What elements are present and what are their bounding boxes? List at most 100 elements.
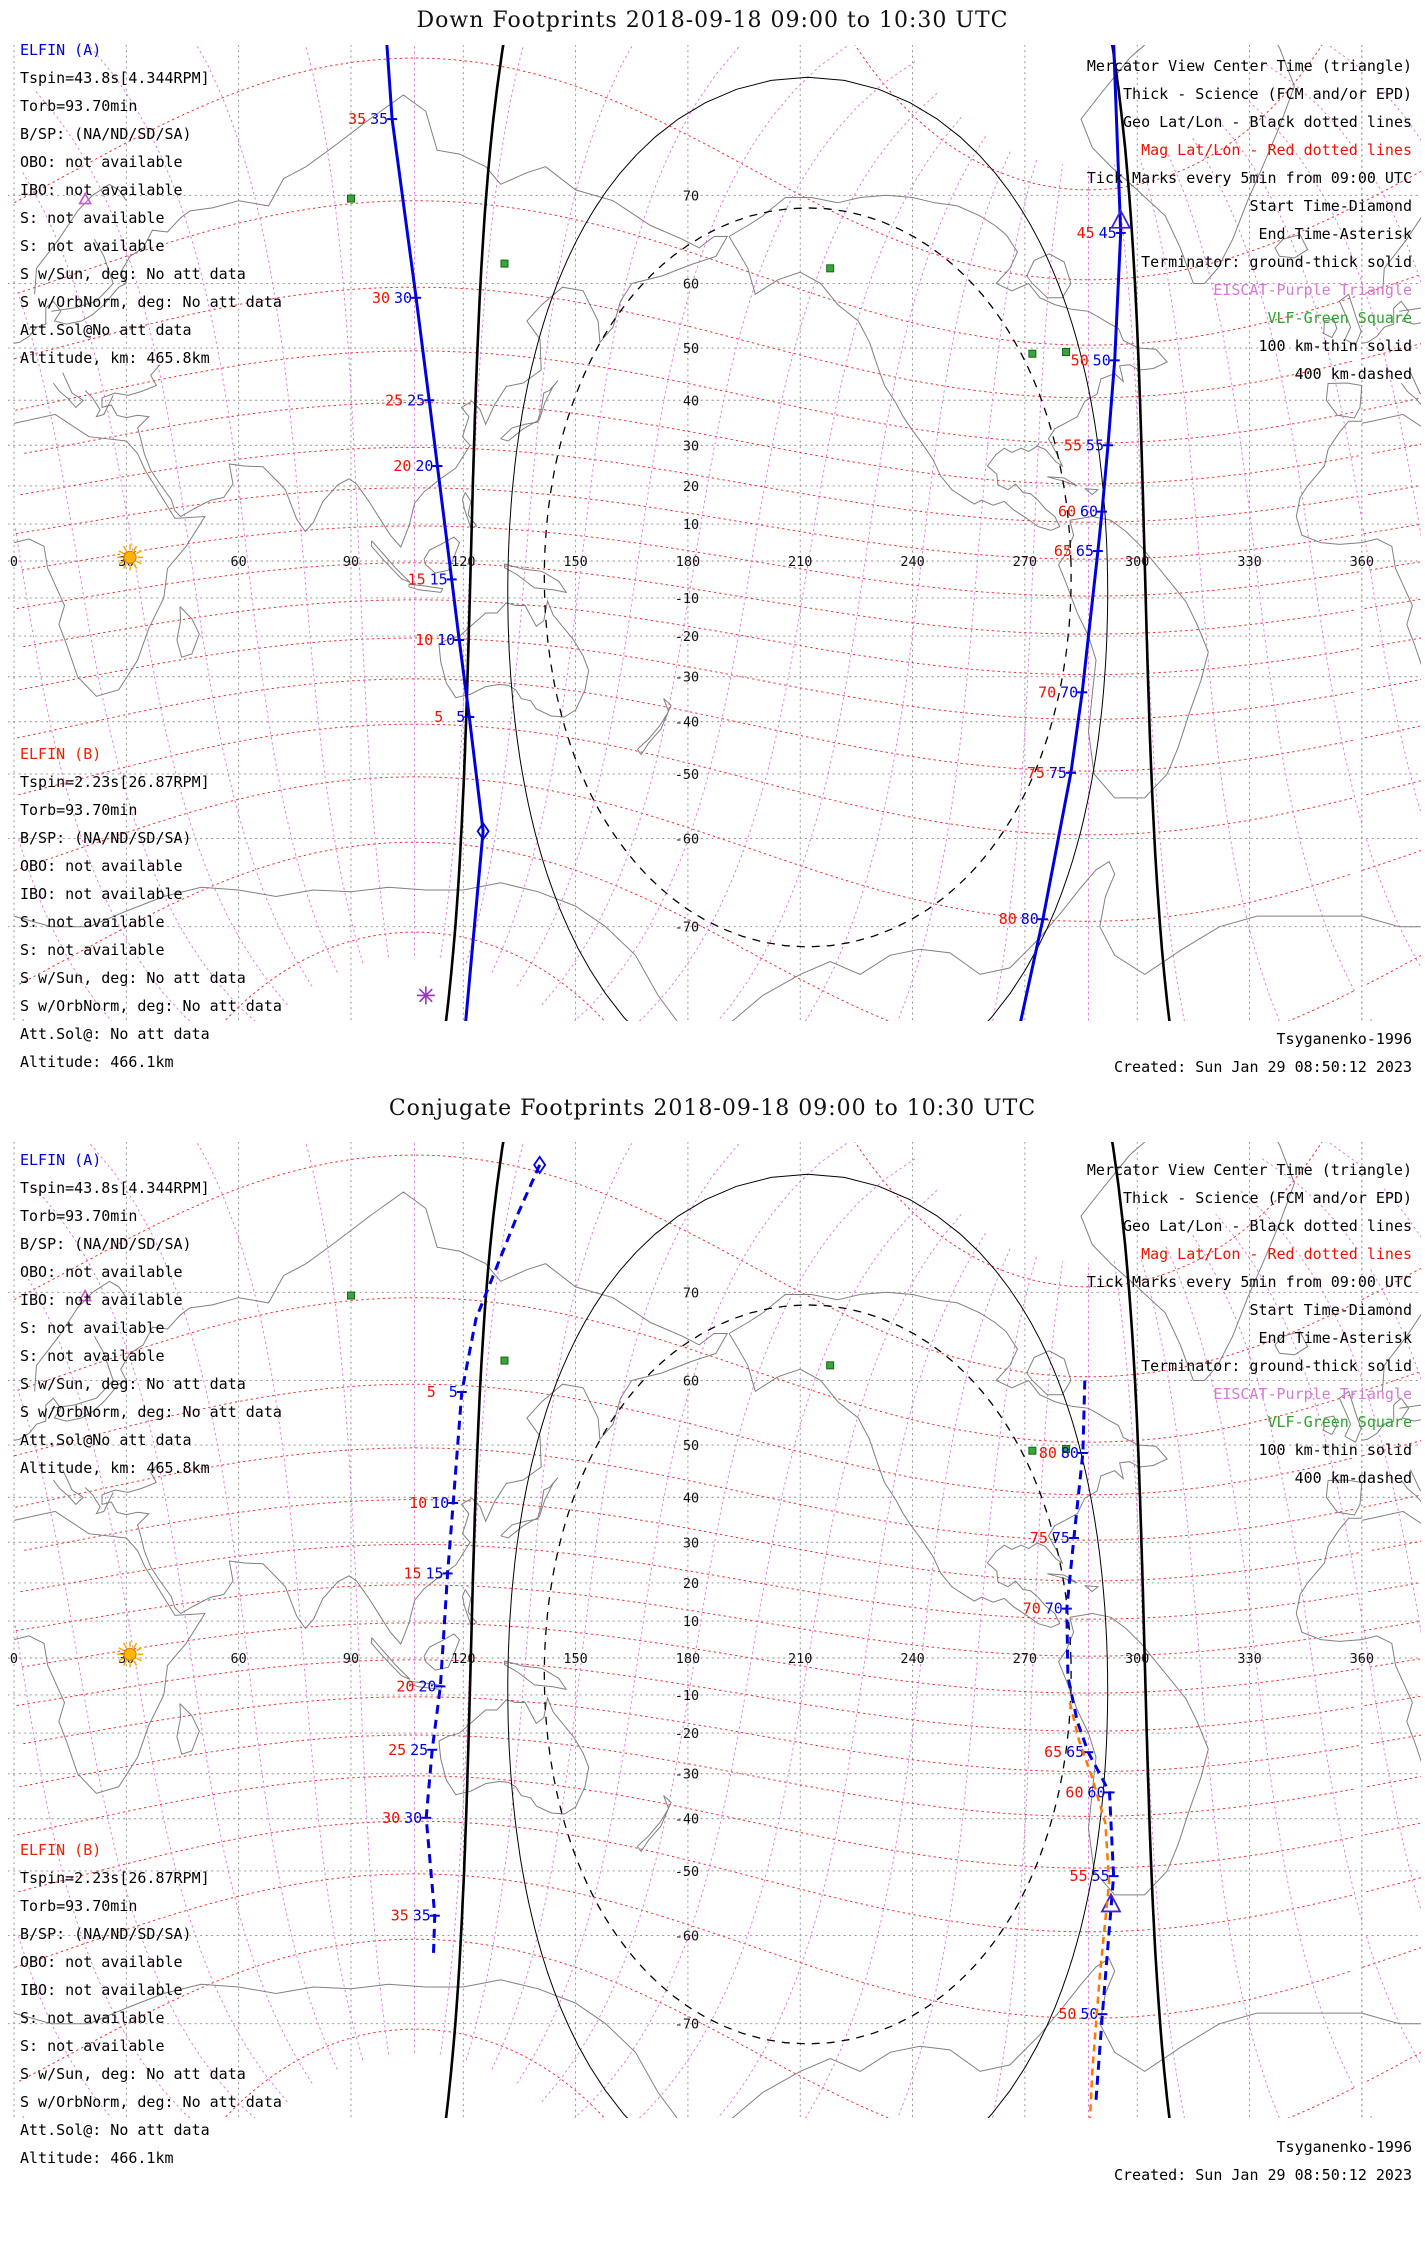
elfin-a-info-down: ELFIN (A) Tspin=43.8s[4.344RPM] Torb=93.70… — [20, 36, 282, 372]
minute-tick-label-b: 15 — [430, 570, 448, 588]
sun-icon — [117, 544, 144, 571]
lat-label: -40 — [675, 1812, 699, 1828]
lat-label: -30 — [675, 670, 699, 686]
legend-conjugate-line-9: VLF-Green Square — [1267, 1413, 1413, 1431]
legend-down-line-3: Mag Lat/Lon - Red dotted lines — [1141, 141, 1412, 159]
legend-conjugate-line-1: Thick - Science (FCM and/or EPD) — [1123, 1189, 1412, 1207]
elfin-b-info-conjugate: ELFIN (B) Tspin=2.23s[26.87RPM] Torb=93.70… — [20, 1836, 282, 2172]
legend-conjugate-line-10: 100 km-thin solid — [1258, 1441, 1412, 1459]
minute-tick-label-a: 65 — [1044, 1743, 1062, 1761]
elfin-track-ascending: 35 35 30 30 25 25 20 20 15 15 10 10 5 5 — [348, 45, 490, 1021]
elfin-b-down-line-8: S w/OrbNorm, deg: No att data — [20, 997, 282, 1015]
lat-label: -50 — [675, 767, 699, 783]
lat-label: 70 — [683, 188, 699, 204]
minute-tick-label-b: 35 — [413, 1907, 431, 1925]
lon-label: 300 — [1125, 1651, 1149, 1667]
legend-down-line-9: VLF-Green Square — [1267, 309, 1413, 327]
mag-lat-lines — [14, 1142, 1421, 2118]
elfin-a-info-conjugate: ELFIN (A) Tspin=43.8s[4.344RPM] Torb=93.70… — [20, 1146, 282, 1482]
minute-tick-label-a: 15 — [403, 1564, 421, 1582]
lat-label: -20 — [675, 1726, 699, 1742]
created-label-conjugate: Created: Sun Jan 29 08:50:12 2023 — [1113, 2166, 1412, 2184]
lon-label: 120 — [451, 1651, 475, 1667]
elfin-b-down-line-7: S w/Sun, deg: No att data — [20, 969, 246, 987]
elfin-a-conjugate-line-6: S: not available — [20, 1347, 165, 1365]
elfin-conjugate-track-left: 5 5 10 10 15 15 20 20 25 25 30 30 35 35 — [382, 1155, 547, 1959]
elfin-a-down-line-0: Tspin=43.8s[4.344RPM] — [20, 69, 210, 87]
elfin-conjugate-track-left-line — [424, 1164, 542, 1959]
lon-label: 150 — [563, 554, 587, 570]
stations — [78, 191, 1071, 358]
elfin-track-ascending-line — [385, 45, 485, 1021]
stations — [78, 1288, 1071, 1455]
lat-label: -20 — [675, 629, 699, 645]
elfin-a-conjugate-line-5: S: not available — [20, 1319, 165, 1337]
minute-tick-label-a: 70 — [1038, 683, 1056, 701]
lon-label: 210 — [788, 554, 812, 570]
elfin-b-down-line-4: IBO: not available — [20, 885, 183, 903]
minute-tick-label-b: 10 — [437, 631, 455, 649]
model-label-conjugate: Tsyganenko-1996 — [1276, 2138, 1412, 2156]
legend-down-line-7: Terminator: ground-thick solid — [1141, 253, 1412, 271]
minute-tick-label-a: 50 — [1071, 351, 1089, 369]
minute-tick-label-a: 5 — [434, 708, 443, 726]
minute-tick-label-b: 60 — [1080, 503, 1098, 521]
elfin-a-down-header: ELFIN (A) — [20, 41, 102, 59]
elfin-a-down-line-3: OBO: not available — [20, 153, 183, 171]
minute-tick-label-b: 65 — [1076, 542, 1094, 560]
lon-label: 270 — [1013, 1651, 1037, 1667]
legend-down-line-11: 400 km-dashed — [1294, 365, 1412, 383]
elfin-b-conjugate-segment-line — [1068, 1702, 1111, 2118]
lat-label: 40 — [683, 1490, 699, 1506]
vlf-square-icon — [1062, 348, 1071, 357]
lat-label: 50 — [683, 1438, 699, 1454]
minute-tick-label-a: 55 — [1070, 1867, 1088, 1885]
elfin-track-descending-line — [1019, 45, 1123, 1021]
center-time-triangle-icon — [1110, 208, 1132, 229]
lat-label: -60 — [675, 831, 699, 847]
lat-label: 30 — [683, 1535, 699, 1551]
elfin-a-conjugate-line-3: OBO: not available — [20, 1263, 183, 1281]
minute-tick-label-a: 80 — [999, 910, 1017, 928]
elfin-a-conjugate-line-9: Att.Sol@No att data — [20, 1431, 192, 1449]
elfin-a-conjugate-line-8: S w/OrbNorm, deg: No att data — [20, 1403, 282, 1421]
model-label-down: Tsyganenko-1996 — [1276, 1030, 1412, 1048]
legend-down-line-5: Start Time-Diamond — [1249, 197, 1412, 215]
lon-label: 0 — [10, 554, 18, 570]
lon-label: 240 — [900, 1651, 924, 1667]
lat-label: -40 — [675, 715, 699, 731]
elfin-b-conjugate-line-1: Torb=93.70min — [20, 1897, 138, 1915]
elfin-a-conjugate-line-2: B/SP: (NA/ND/SD/SA) — [20, 1235, 192, 1253]
legend-conjugate-line-4: Tick Marks every 5min from 09:00 UTC — [1086, 1273, 1412, 1291]
elfin-conjugate-track-right: 80 80 75 75 70 70 65 65 60 60 55 55 50 50 — [1023, 1380, 1122, 2101]
minute-tick-label-a: 10 — [415, 631, 433, 649]
lon-label: 360 — [1350, 554, 1374, 570]
minute-tick-label-b: 55 — [1086, 436, 1104, 454]
minute-tick-label-a: 35 — [391, 1907, 409, 1925]
minute-tick-label-a: 60 — [1065, 1783, 1083, 1801]
minute-tick-label-a: 20 — [396, 1677, 414, 1695]
legend-conjugate-line-2: Geo Lat/Lon - Black dotted lines — [1123, 1217, 1412, 1235]
lon-label: 0 — [10, 1651, 18, 1667]
sun-icon — [117, 1641, 144, 1668]
legend-down: Mercator View Center Time (triangle) Thic… — [1087, 52, 1412, 388]
lon-label: 60 — [231, 1651, 247, 1667]
minute-tick-label-b: 5 — [456, 708, 465, 726]
minute-tick-label-b: 75 — [1052, 1529, 1070, 1547]
eiscat-triangle-icon — [78, 191, 92, 205]
title-down: Down Footprints 2018-09-18 09:00 to 10:3… — [416, 8, 1009, 33]
vlf-square-icon — [346, 194, 355, 203]
geo-graticule — [8, 45, 1421, 1021]
created-label-down: Created: Sun Jan 29 08:50:12 2023 — [1113, 1058, 1412, 1076]
terminator-100km — [507, 1173, 1109, 2118]
coastlines — [13, 1142, 1421, 2118]
minute-tick-label-a: 70 — [1023, 1600, 1041, 1618]
elfin-b-down-line-2: B/SP: (NA/ND/SD/SA) — [20, 829, 192, 847]
minute-tick-label-b: 55 — [1092, 1867, 1110, 1885]
mag-lon-lines — [14, 45, 1421, 1021]
minute-tick-label-b: 30 — [394, 289, 412, 307]
lon-label: 360 — [1350, 1651, 1374, 1667]
minute-tick-label-a: 45 — [1077, 224, 1095, 242]
legend-conjugate-line-7: Terminator: ground-thick solid — [1141, 1357, 1412, 1375]
